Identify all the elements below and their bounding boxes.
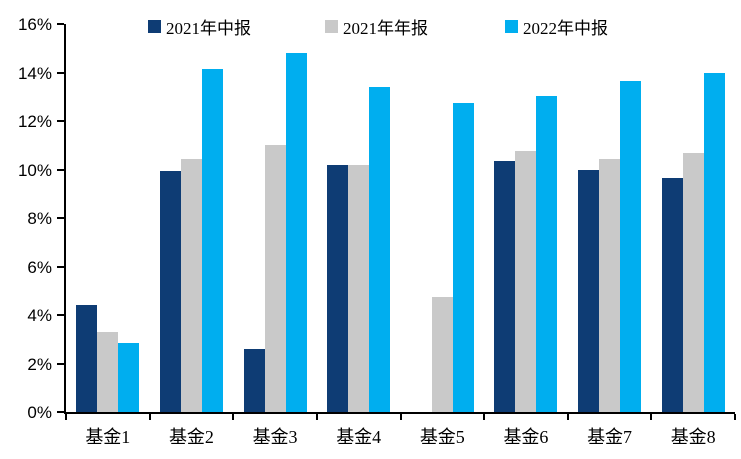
y-tick [57,217,64,219]
y-tick [57,23,64,25]
y-tick-label: 8% [27,209,52,228]
y-tick [57,265,64,268]
y-tick [57,71,64,74]
x-tick [650,414,653,420]
bar-基金8-2022年中报 [703,72,725,412]
x-tick [734,414,736,420]
legend-item-2022-interim: 2022年中报 [505,14,608,38]
x-tick [65,414,67,420]
y-tick-label: 4% [27,306,52,325]
bar-基金8-2021年年报 [682,152,704,412]
y-tick [57,168,64,171]
bar-基金7-2022年中报 [620,80,642,412]
y-axis [64,24,66,414]
y-tick [57,411,64,413]
y-tick-label: 16% [17,15,52,34]
y-tick-label: 10% [17,160,52,180]
x-axis-label: 基金6 [503,427,549,447]
y-tick-label: 14% [17,63,52,83]
x-axis-label: 基金4 [336,427,382,447]
y-tick-label: 0% [27,403,52,422]
x-axis-label: 基金3 [252,427,298,447]
bar-基金2-2021年中报 [159,170,181,412]
x-axis-label: 基金5 [419,427,465,447]
bar-基金6-2021年年报 [515,151,537,412]
y-tick-label: 2% [27,354,52,374]
x-tick [566,414,569,420]
bar-基金1-2021年年报 [97,331,119,412]
bar-基金8-2021年中报 [661,177,683,412]
bar-基金3-2021年中报 [243,348,265,412]
y-tick [57,314,64,316]
x-axis [64,412,735,414]
bar-基金1-2021年中报 [76,305,98,412]
legend-swatch-2021-interim [148,19,161,33]
bar-基金5-2021年年报 [431,296,453,412]
y-tick [57,120,64,122]
legend-label-2021-interim: 2021年中报 [166,18,251,38]
x-tick [483,414,486,420]
bar-基金7-2021年中报 [578,169,600,412]
legend-swatch-2021-annual [325,19,338,33]
bar-基金5-2022年中报 [452,102,474,412]
bar-基金1-2022年中报 [118,342,140,412]
x-axis-label: 基金7 [587,427,633,447]
x-tick [315,414,318,420]
bar-基金4-2022年中报 [369,87,391,412]
y-tick [57,362,64,365]
legend-item-2021-annual: 2021年年报 [325,14,428,38]
bar-基金6-2021年中报 [494,161,516,412]
x-tick [399,414,402,420]
bar-基金4-2021年中报 [327,164,349,412]
y-tick-label: 6% [27,257,52,277]
legend-label-2021-annual: 2021年年报 [343,18,428,38]
bar-基金2-2022年中报 [201,68,223,412]
x-tick [232,414,235,420]
x-axis-label: 基金8 [670,427,716,447]
x-axis-label: 基金2 [168,427,214,447]
x-axis-label: 基金1 [85,427,131,447]
bar-基金2-2021年年报 [180,158,202,412]
bar-基金6-2022年中报 [536,95,558,412]
legend: 2021年中报 2021年年报 2022年中报 [0,14,741,38]
legend-item-2021-interim: 2021年中报 [148,14,251,38]
bar-基金7-2021年年报 [599,158,621,412]
legend-swatch-2022-interim [505,19,518,33]
bar-基金3-2022年中报 [285,53,307,412]
x-tick [148,414,151,420]
legend-label-2022-interim: 2022年中报 [523,18,608,38]
y-tick-label: 12% [17,112,52,131]
bar-基金4-2021年年报 [348,164,370,412]
bar-基金3-2021年年报 [264,145,286,412]
